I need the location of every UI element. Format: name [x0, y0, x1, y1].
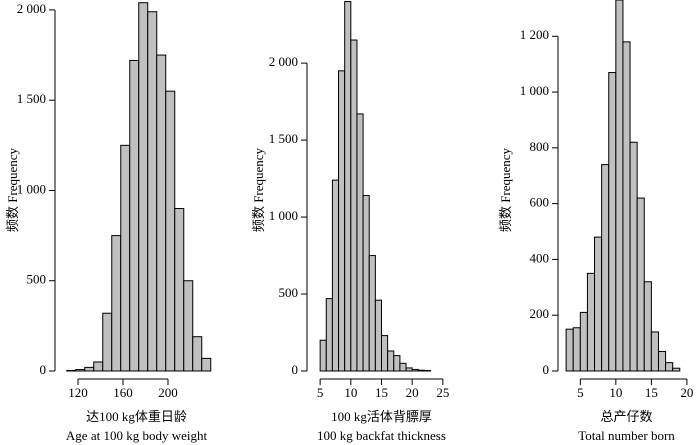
bar	[362, 195, 370, 372]
y-tick-label: 600	[530, 195, 550, 210]
y-tick-label: 0	[292, 362, 299, 377]
bar	[629, 141, 638, 372]
bar	[66, 369, 77, 372]
y-tick-label: 1 500	[17, 91, 46, 106]
bar	[615, 0, 624, 372]
x-axis-title: 100 kg活体背膘厚	[331, 409, 432, 424]
y-tick-label: 1 000	[17, 181, 46, 196]
bar	[75, 369, 86, 372]
x-axis-title-en: Age at 100 kg body weight	[66, 428, 208, 443]
x-tick-label: 20	[680, 385, 693, 400]
bar	[608, 72, 617, 372]
bar	[586, 272, 596, 372]
y-tick-label: 0	[543, 362, 550, 377]
bar	[387, 350, 395, 372]
bar	[636, 197, 645, 372]
bar	[657, 350, 667, 372]
y-axis-title: 频数 Frequency	[5, 147, 20, 232]
y-tick-label: 800	[530, 139, 550, 154]
x-tick-label: 120	[68, 385, 88, 400]
y-tick-label: 1 000	[520, 83, 549, 98]
x-tick-label: 15	[645, 385, 658, 400]
bar	[129, 59, 140, 372]
bar	[405, 367, 413, 372]
x-axis-title-en: Total number born	[578, 428, 675, 443]
bar	[393, 355, 401, 372]
bar	[356, 113, 364, 372]
bar	[102, 312, 113, 372]
y-tick-label: 2 000	[17, 1, 46, 16]
x-tick-label: 200	[158, 385, 178, 400]
x-axis-title: 达100 kg体重日龄	[86, 409, 187, 424]
bar	[344, 1, 352, 372]
bar	[156, 54, 167, 372]
x-axis-title: 总产仔数	[600, 409, 652, 424]
bar	[174, 208, 185, 372]
bar	[601, 164, 610, 372]
bar	[572, 327, 581, 372]
y-tick-label: 1 500	[269, 131, 298, 146]
y-tick-label: 1 200	[520, 27, 549, 42]
x-tick-label: 5	[317, 385, 324, 400]
bar	[84, 366, 95, 372]
bar	[350, 39, 358, 372]
x-tick-label: 10	[344, 385, 357, 400]
bar	[138, 2, 149, 372]
x-axis-title-en: 100 kg backfat thickness	[317, 428, 446, 443]
bar	[111, 235, 122, 372]
x-tick-label: 160	[113, 385, 133, 400]
bar	[201, 357, 212, 372]
bar	[411, 368, 419, 372]
bar	[120, 144, 131, 372]
bar	[319, 339, 327, 372]
y-axis-title: 频数 Frequency	[251, 147, 266, 232]
bar	[165, 90, 176, 372]
x-tick-label: 25	[436, 385, 449, 400]
y-tick-label: 0	[40, 362, 47, 377]
bar	[665, 362, 674, 372]
x-tick-label: 20	[406, 385, 419, 400]
bar	[643, 281, 652, 372]
bar	[93, 361, 104, 372]
bar	[622, 41, 631, 372]
bar	[672, 367, 681, 372]
y-tick-label: 400	[530, 250, 550, 265]
bar	[192, 336, 203, 372]
bar	[183, 280, 194, 372]
bar	[338, 70, 346, 372]
bar	[381, 335, 389, 372]
y-axis-title: 频数 Frequency	[498, 147, 513, 232]
y-tick-label: 200	[530, 306, 550, 321]
bar	[399, 362, 407, 372]
y-tick-label: 500	[27, 272, 47, 287]
x-tick-label: 15	[375, 385, 388, 400]
y-tick-label: 1 000	[269, 208, 298, 223]
x-tick-label: 10	[609, 385, 622, 400]
bar	[325, 298, 333, 372]
y-tick-label: 2 000	[269, 54, 298, 69]
x-tick-label: 5	[577, 385, 584, 400]
bar	[650, 331, 659, 372]
bar	[331, 179, 340, 372]
bar	[579, 311, 588, 372]
bar	[594, 236, 603, 372]
bar	[147, 11, 158, 372]
bar	[417, 369, 425, 372]
bar	[374, 299, 383, 372]
y-tick-label: 500	[279, 285, 299, 300]
bar	[565, 328, 574, 372]
bar	[368, 255, 376, 372]
